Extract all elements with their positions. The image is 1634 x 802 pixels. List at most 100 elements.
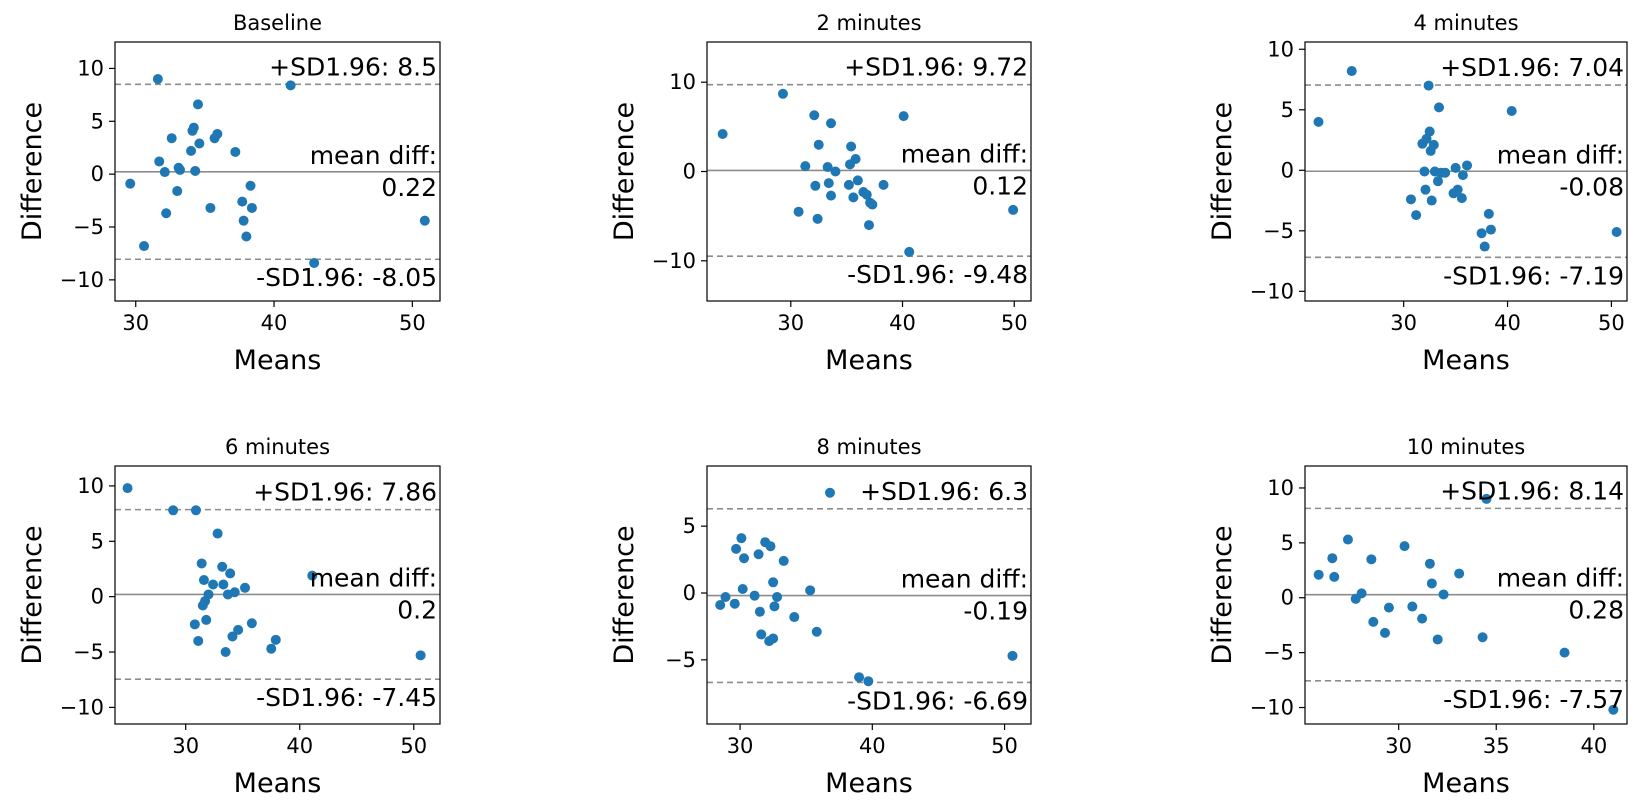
data-point bbox=[246, 618, 257, 629]
y-tick-label: 10 bbox=[1267, 476, 1294, 500]
data-point bbox=[1356, 588, 1367, 599]
data-point bbox=[201, 614, 212, 625]
data-point bbox=[266, 643, 277, 654]
data-point bbox=[1313, 116, 1324, 127]
panel-title: 8 minutes bbox=[816, 435, 921, 459]
y-tick-label: 5 bbox=[1281, 98, 1294, 122]
y-tick-label: −5 bbox=[1263, 641, 1294, 665]
data-point bbox=[805, 585, 816, 596]
data-point bbox=[852, 175, 863, 186]
data-point bbox=[768, 633, 779, 644]
data-point bbox=[826, 190, 837, 201]
mean-diff-value: 0.28 bbox=[1568, 596, 1624, 625]
data-point bbox=[220, 647, 231, 658]
x-tick-label: 50 bbox=[991, 734, 1018, 758]
data-point bbox=[1479, 241, 1490, 252]
data-point bbox=[1329, 571, 1340, 582]
data-point bbox=[715, 600, 726, 611]
data-point bbox=[769, 601, 780, 612]
x-tick-label: 40 bbox=[1580, 734, 1607, 758]
data-point bbox=[772, 592, 783, 603]
data-point bbox=[205, 202, 216, 213]
data-point bbox=[230, 146, 241, 157]
data-point bbox=[168, 505, 179, 516]
y-tick-label: 10 bbox=[669, 70, 696, 94]
data-point bbox=[756, 629, 767, 640]
data-point bbox=[229, 587, 240, 598]
y-axis-label: Difference bbox=[1207, 525, 1238, 664]
x-axis-label: Means bbox=[234, 345, 322, 376]
data-point bbox=[1433, 102, 1444, 113]
panel-title: 6 minutes bbox=[225, 435, 330, 459]
data-point bbox=[1477, 632, 1488, 643]
data-point bbox=[854, 672, 865, 683]
lower-loa-label: -SD1.96: -6.69 bbox=[847, 686, 1028, 715]
mean-diff-value: 0.22 bbox=[381, 173, 437, 202]
data-point bbox=[193, 635, 204, 646]
data-point bbox=[415, 650, 426, 661]
data-point bbox=[778, 555, 789, 566]
x-tick-label: 30 bbox=[777, 311, 804, 335]
x-tick-label: 50 bbox=[400, 734, 427, 758]
data-point bbox=[246, 202, 257, 213]
x-tick-label: 40 bbox=[286, 734, 313, 758]
data-point bbox=[864, 220, 874, 231]
data-point bbox=[1450, 162, 1461, 173]
data-point bbox=[1008, 204, 1019, 215]
data-point bbox=[812, 213, 823, 224]
data-point bbox=[720, 592, 731, 603]
data-point bbox=[270, 634, 281, 645]
x-tick-label: 40 bbox=[261, 311, 288, 335]
panel-title: 2 minutes bbox=[816, 11, 921, 35]
y-tick-label: −5 bbox=[73, 640, 104, 664]
data-point bbox=[307, 570, 318, 581]
y-tick-label: −10 bbox=[60, 695, 104, 719]
data-point bbox=[1399, 541, 1410, 552]
data-point bbox=[1432, 176, 1443, 187]
data-point bbox=[754, 606, 765, 617]
y-tick-label: 5 bbox=[683, 514, 696, 538]
data-point bbox=[154, 156, 165, 167]
data-point bbox=[1456, 193, 1467, 204]
data-point bbox=[227, 631, 238, 642]
x-tick-label: 40 bbox=[859, 734, 886, 758]
data-point bbox=[1007, 650, 1018, 661]
upper-loa-label: +SD1.96: 8.5 bbox=[269, 52, 437, 81]
y-tick-label: 0 bbox=[683, 160, 696, 184]
data-point bbox=[1462, 160, 1473, 171]
x-axis-label: Means bbox=[1422, 345, 1510, 376]
y-axis-label: Difference bbox=[609, 102, 640, 241]
data-point bbox=[1438, 589, 1449, 600]
panel-8-minutes: 8 minutes 30 40 50 −5 0 5 Means Difference +S… bbox=[609, 435, 1032, 799]
mean-diff-value: -0.08 bbox=[1559, 172, 1624, 201]
data-point bbox=[843, 179, 854, 190]
data-point bbox=[122, 483, 133, 494]
data-point bbox=[1424, 558, 1435, 569]
lower-loa-label: -SD1.96: -7.45 bbox=[256, 683, 437, 712]
x-axis-label: Means bbox=[825, 768, 913, 799]
data-point bbox=[1420, 184, 1431, 195]
data-point bbox=[848, 192, 859, 203]
data-point bbox=[1476, 228, 1487, 239]
y-tick-label: −5 bbox=[73, 215, 104, 239]
data-point bbox=[1346, 66, 1357, 77]
y-tick-label: 10 bbox=[77, 56, 104, 80]
data-point bbox=[1483, 208, 1494, 219]
lower-loa-label: -SD1.96: -7.19 bbox=[1443, 261, 1624, 290]
y-axis-label: Difference bbox=[17, 525, 48, 664]
panel-10-minutes: 10 minutes 30 35 40 −10 −5 0 5 10 Means Differe… bbox=[1207, 435, 1628, 799]
data-point bbox=[208, 579, 219, 590]
data-point bbox=[1559, 647, 1570, 658]
data-point bbox=[768, 577, 779, 588]
x-tick-label: 40 bbox=[889, 311, 916, 335]
panel-baseline: Baseline 30 40 50 −10 −5 0 5 10 Means Differenc… bbox=[17, 11, 441, 376]
upper-loa-label: +SD1.96: 8.14 bbox=[1440, 476, 1624, 505]
axes-frame bbox=[114, 41, 441, 302]
data-point bbox=[737, 583, 748, 594]
data-point bbox=[241, 231, 252, 242]
data-point bbox=[793, 206, 804, 217]
panel-title: 4 minutes bbox=[1413, 11, 1518, 35]
data-point bbox=[878, 179, 889, 190]
data-point bbox=[1366, 554, 1377, 565]
